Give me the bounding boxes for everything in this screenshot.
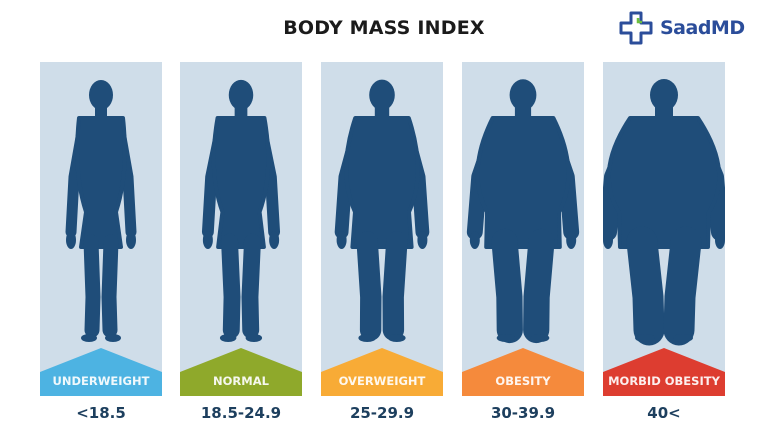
leg bbox=[523, 228, 555, 344]
silhouette bbox=[466, 79, 580, 344]
bmi-panel-underweight: UNDERWEIGHT bbox=[40, 62, 162, 396]
foot bbox=[673, 334, 693, 342]
hand bbox=[66, 231, 76, 249]
leg bbox=[101, 234, 119, 338]
torso bbox=[211, 116, 271, 249]
category-label: NORMAL bbox=[213, 374, 269, 388]
foot bbox=[81, 334, 97, 342]
body-silhouette-icon bbox=[321, 79, 443, 396]
hand bbox=[126, 231, 136, 249]
bmi-panel-overweight: OVERWEIGHT bbox=[321, 62, 443, 396]
page-title: BODY MASS INDEX bbox=[283, 17, 485, 39]
head bbox=[650, 79, 678, 111]
foot bbox=[388, 334, 406, 342]
bmi-range: 30-39.9 bbox=[490, 404, 556, 422]
category-band bbox=[462, 348, 584, 396]
hand bbox=[417, 231, 428, 249]
torso bbox=[606, 116, 722, 249]
head bbox=[89, 80, 113, 110]
foot bbox=[635, 334, 655, 342]
hand bbox=[202, 231, 213, 249]
foot bbox=[105, 334, 121, 342]
bmi-range: 40< bbox=[647, 404, 681, 422]
foot bbox=[219, 334, 237, 342]
bmi-panel-normal: NORMAL bbox=[180, 62, 302, 396]
logo: SaadMD bbox=[618, 10, 745, 46]
bmi-panel-morbid-obesity: MORBID OBESITY bbox=[603, 62, 725, 396]
logo-text: SaadMD bbox=[660, 17, 745, 39]
foot bbox=[245, 334, 263, 342]
hand bbox=[336, 231, 347, 249]
silhouette bbox=[65, 80, 137, 342]
leg bbox=[626, 226, 665, 346]
silhouette bbox=[334, 79, 430, 342]
hand bbox=[566, 231, 577, 249]
leg bbox=[356, 231, 382, 341]
head bbox=[509, 79, 537, 111]
body-silhouette-icon bbox=[40, 80, 162, 396]
category-band bbox=[321, 348, 443, 396]
leg bbox=[241, 233, 261, 339]
torso bbox=[75, 116, 127, 249]
medical-cross-icon bbox=[619, 11, 653, 45]
body-silhouette-icon bbox=[603, 79, 725, 396]
hand bbox=[269, 231, 280, 249]
silhouette bbox=[201, 79, 281, 342]
category-label: UNDERWEIGHT bbox=[52, 374, 150, 388]
hand bbox=[469, 231, 480, 249]
foot bbox=[358, 334, 376, 342]
bmi-panel-obesity: OBESITY bbox=[462, 62, 584, 396]
head bbox=[228, 79, 254, 111]
category-band bbox=[603, 348, 725, 396]
leg bbox=[663, 226, 702, 346]
foot bbox=[496, 334, 516, 342]
leg bbox=[221, 233, 241, 339]
bmi-range: <18.5 bbox=[76, 404, 126, 422]
torso bbox=[344, 116, 420, 249]
bmi-range: 25-29.9 bbox=[349, 404, 415, 422]
silhouette bbox=[603, 79, 725, 346]
head bbox=[369, 79, 395, 111]
torso bbox=[475, 116, 571, 249]
category-band bbox=[40, 348, 162, 396]
category-label: OVERWEIGHT bbox=[338, 374, 426, 388]
category-band bbox=[180, 348, 302, 396]
foot bbox=[530, 334, 550, 342]
leg bbox=[382, 231, 408, 341]
category-label: MORBID OBESITY bbox=[608, 374, 720, 388]
leg bbox=[83, 234, 101, 338]
category-label: OBESITY bbox=[495, 374, 551, 388]
leg bbox=[491, 228, 523, 344]
body-silhouette-icon bbox=[462, 79, 584, 396]
bmi-range: 18.5-24.9 bbox=[200, 404, 282, 422]
hand bbox=[603, 231, 613, 249]
hand bbox=[715, 231, 725, 249]
body-silhouette-icon bbox=[180, 79, 302, 396]
